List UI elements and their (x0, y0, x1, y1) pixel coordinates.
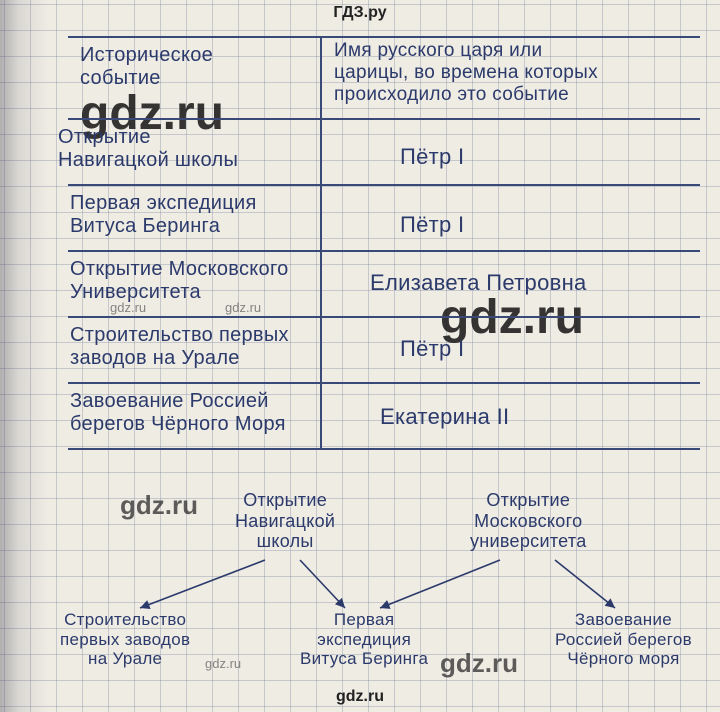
table-cell-event: Завоевание Россией берегов Чёрного Моря (70, 390, 286, 436)
diagram-node-bottom: Первая экспедиция Витуса Беринга (300, 610, 428, 669)
page: ГДЗ.ру gdz.ru gdz.ru gdz.ru gdz.ru gdz.r… (0, 0, 720, 712)
table-cell-event: Открытие Московского Университета (70, 258, 289, 304)
table-cell-ruler: Елизавета Петровна (370, 270, 587, 295)
notebook-binding-shadow (0, 0, 48, 712)
table-line (68, 448, 700, 450)
table-cell-event: Первая экспедиция Витуса Беринга (70, 192, 257, 238)
table-line (68, 184, 700, 186)
site-header: ГДЗ.ру (0, 4, 720, 22)
table-header-right: Имя русского царя или царицы, во времена… (334, 40, 598, 106)
table-cell-ruler: Пётр I (400, 144, 464, 169)
table-line (68, 382, 700, 384)
table-cell-ruler: Екатерина II (380, 404, 509, 429)
diagram-node-top: Открытие Навигацкой школы (235, 490, 335, 552)
table-line (68, 118, 700, 120)
table-cell-event: Строительство первых заводов на Урале (70, 324, 289, 370)
diagram-node-top: Открытие Московского университета (470, 490, 587, 552)
table-cell-ruler: Пётр I (400, 212, 464, 237)
table-line (68, 36, 700, 38)
diagram-node-bottom: Завоевание Россией берегов Чёрного моря (555, 610, 692, 669)
table-header-left: Историческое событие (80, 44, 213, 90)
diagram-node-bottom: Строительство первых заводов на Урале (60, 610, 190, 669)
table-cell-event: Открытие Навигацкой школы (58, 126, 238, 172)
table-line (68, 316, 700, 318)
table-cell-ruler: Пётр I (400, 336, 464, 361)
table-line (68, 250, 700, 252)
site-footer: gdz.ru (0, 688, 720, 706)
table-divider (320, 36, 322, 448)
